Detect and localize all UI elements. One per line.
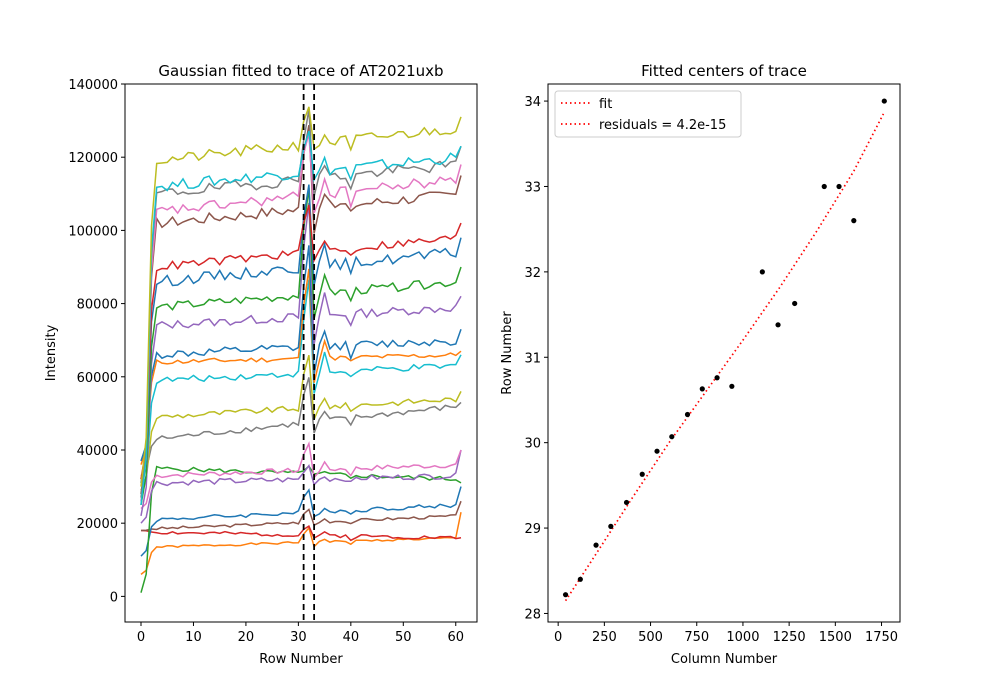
series-line-0 [140, 512, 462, 575]
data-point [623, 499, 630, 506]
data-point [608, 523, 614, 529]
y-tick-label: 0 [110, 590, 118, 605]
y-tick-label: 80000 [77, 298, 118, 313]
left-y-axis-label: Intensity [44, 324, 59, 381]
right-y-ticks: 28 29 30 31 32 33 34 [524, 95, 548, 622]
x-tick-label: 1250 [773, 630, 806, 645]
left-x-ticks: 0 10 20 30 40 50 60 [137, 622, 464, 645]
right-axes-frame [547, 83, 901, 623]
data-point [851, 218, 857, 224]
x-tick-label: 20 [238, 630, 255, 645]
data-point [775, 322, 781, 328]
data-point [654, 448, 660, 454]
right-chart-title: Fitted centers of trace [641, 62, 807, 80]
series-line-10 [140, 268, 462, 465]
data-point [714, 375, 720, 381]
data-point [577, 576, 583, 582]
series-line-17 [140, 133, 462, 502]
left-y-ticks: 0 20000 40000 60000 80000 100000 120000 140000 [68, 78, 125, 605]
legend-box [554, 90, 742, 138]
x-tick-label: 1000 [726, 630, 759, 645]
right-plot-area [562, 98, 887, 602]
y-tick-label: 34 [524, 95, 541, 110]
series-line-4 [140, 464, 462, 593]
left-chart: Gaussian fitted to trace of AT2021uxb 0 1… [44, 62, 478, 667]
data-point [669, 434, 675, 440]
y-tick-label: 100000 [68, 224, 118, 239]
y-tick-label: 30 [524, 437, 541, 452]
x-tick-label: 60 [447, 630, 464, 645]
x-tick-label: 10 [185, 630, 202, 645]
x-tick-label: 30 [290, 630, 307, 645]
y-tick-label: 32 [524, 266, 541, 281]
data-point [881, 98, 887, 104]
y-tick-label: 31 [524, 351, 541, 366]
series-line-3 [140, 486, 462, 557]
series-line-1 [140, 525, 462, 542]
series-line-14 [140, 184, 462, 484]
y-tick-label: 29 [524, 522, 541, 537]
y-tick-label: 20000 [77, 517, 118, 532]
series-line-13 [140, 187, 462, 506]
right-x-axis-label: Column Number [671, 652, 778, 667]
data-point [639, 471, 645, 477]
series-line-6 [140, 441, 462, 510]
legend: fit residuals = 4.2e-15 [554, 90, 742, 138]
x-tick-label: 40 [343, 630, 360, 645]
x-tick-label: 1750 [865, 630, 898, 645]
x-tick-label: 0 [554, 630, 562, 645]
data-point [821, 183, 827, 190]
fit-line [564, 113, 885, 602]
series-line-18 [140, 109, 462, 498]
x-tick-label: 750 [684, 630, 709, 645]
left-axes-frame [124, 83, 478, 623]
data-point [836, 183, 842, 190]
left-chart-title: Gaussian fitted to trace of AT2021uxb [158, 62, 443, 80]
y-tick-label: 33 [524, 180, 541, 195]
right-y-axis-label: Row Number [500, 311, 515, 395]
series-line-20 [140, 106, 462, 487]
data-point [562, 592, 569, 598]
data-point [759, 269, 765, 275]
series-line-16 [140, 124, 462, 494]
y-tick-label: 28 [524, 607, 541, 622]
data-point [684, 411, 691, 418]
series-line-5 [140, 449, 462, 524]
series-line-8 [140, 355, 462, 491]
x-tick-label: 250 [592, 630, 617, 645]
y-tick-label: 40000 [77, 444, 118, 459]
y-tick-label: 120000 [68, 151, 118, 166]
series-line-7 [140, 377, 462, 477]
right-x-ticks: 0 250 500 750 1000 1250 1500 1750 [554, 622, 898, 645]
series-line-11 [140, 245, 462, 462]
series-line-2 [140, 500, 462, 532]
legend-entry-residuals: residuals = 4.2e-15 [599, 118, 726, 133]
series-line-9 [140, 279, 462, 495]
data-point [699, 386, 705, 392]
series-line-19 [140, 130, 462, 505]
data-point [593, 542, 599, 548]
left-x-axis-label: Row Number [259, 652, 343, 667]
y-tick-label: 60000 [77, 371, 118, 386]
series-line-12 [140, 202, 462, 517]
left-plot-area [140, 84, 462, 622]
right-chart: Fitted centers of trace 0 250 500 750 1000 12… [500, 62, 901, 667]
series-line-15 [140, 204, 462, 480]
data-point [729, 383, 735, 389]
data-point [792, 300, 798, 307]
x-tick-label: 50 [395, 630, 412, 645]
legend-entry-fit: fit [599, 97, 612, 112]
x-tick-label: 1500 [819, 630, 852, 645]
y-tick-label: 140000 [68, 78, 118, 93]
x-tick-label: 0 [137, 630, 145, 645]
x-tick-label: 500 [638, 630, 663, 645]
